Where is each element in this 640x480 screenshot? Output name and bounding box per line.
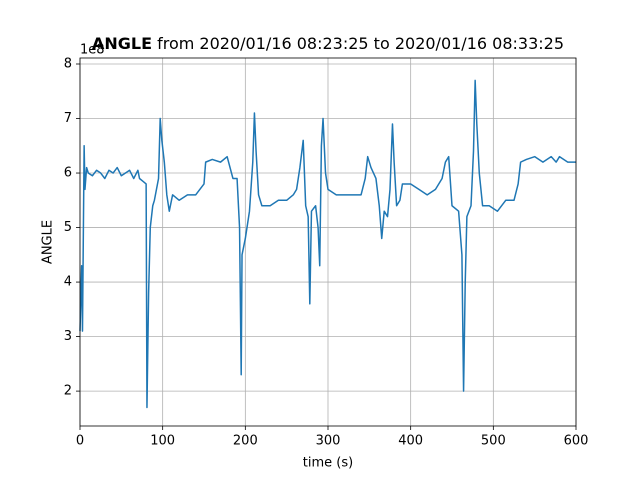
y-tick-label: 6 [64, 166, 72, 181]
title-rest: from 2020/01/16 08:23:25 to 2020/01/16 0… [157, 34, 564, 53]
chart-title: ANGLE from 2020/01/16 08:23:25 to 2020/0… [92, 34, 564, 53]
x-tick-label: 0 [76, 434, 84, 449]
y-tick-label: 8 [64, 56, 72, 71]
x-tick-label: 300 [316, 434, 341, 449]
y-tick-label: 2 [64, 384, 72, 399]
y-axis-label: ANGLE [41, 220, 56, 264]
offset-label: 1e8 [80, 43, 105, 58]
x-axis-label: time (s) [303, 456, 353, 471]
x-tick-label: 500 [481, 434, 506, 449]
y-tick-label: 3 [64, 329, 72, 344]
x-tick-label: 600 [564, 434, 589, 449]
x-tick-label: 100 [150, 434, 175, 449]
title-bold: ANGLE [92, 34, 152, 53]
y-tick-label: 7 [64, 111, 72, 126]
x-tick-label: 200 [233, 434, 258, 449]
y-tick-label: 5 [64, 220, 72, 235]
x-tick-label: 400 [398, 434, 423, 449]
plot-frame [79, 57, 577, 427]
data-line [79, 79, 576, 409]
y-tick-label: 4 [64, 275, 72, 290]
